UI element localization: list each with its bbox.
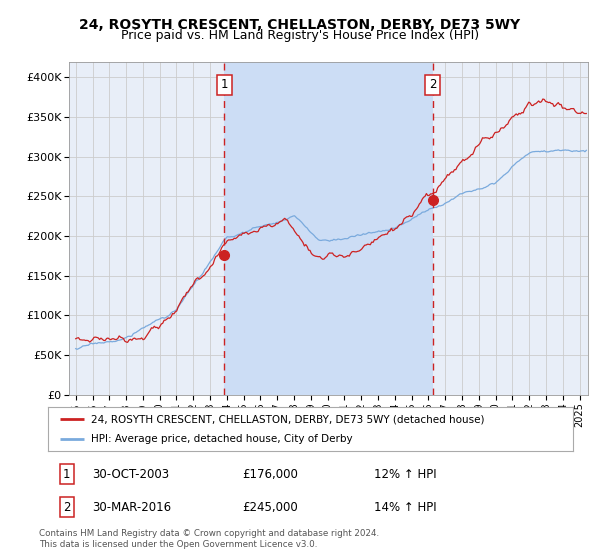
Text: 30-MAR-2016: 30-MAR-2016 (92, 501, 172, 514)
Text: £245,000: £245,000 (242, 501, 298, 514)
Text: 30-OCT-2003: 30-OCT-2003 (92, 468, 170, 480)
Text: 1: 1 (63, 468, 71, 480)
Text: 14% ↑ HPI: 14% ↑ HPI (373, 501, 436, 514)
Text: 1: 1 (220, 78, 228, 91)
Text: 2: 2 (429, 78, 436, 91)
Text: This data is licensed under the Open Government Licence v3.0.: This data is licensed under the Open Gov… (39, 540, 317, 549)
Text: 12% ↑ HPI: 12% ↑ HPI (373, 468, 436, 480)
Text: Contains HM Land Registry data © Crown copyright and database right 2024.: Contains HM Land Registry data © Crown c… (39, 529, 379, 538)
Text: 24, ROSYTH CRESCENT, CHELLASTON, DERBY, DE73 5WY: 24, ROSYTH CRESCENT, CHELLASTON, DERBY, … (79, 18, 521, 32)
Text: Price paid vs. HM Land Registry's House Price Index (HPI): Price paid vs. HM Land Registry's House … (121, 29, 479, 42)
Text: 2: 2 (63, 501, 71, 514)
Text: 24, ROSYTH CRESCENT, CHELLASTON, DERBY, DE73 5WY (detached house): 24, ROSYTH CRESCENT, CHELLASTON, DERBY, … (91, 414, 485, 424)
Bar (224, 62, 433, 395)
Text: HPI: Average price, detached house, City of Derby: HPI: Average price, detached house, City… (91, 435, 353, 445)
Text: £176,000: £176,000 (242, 468, 298, 480)
